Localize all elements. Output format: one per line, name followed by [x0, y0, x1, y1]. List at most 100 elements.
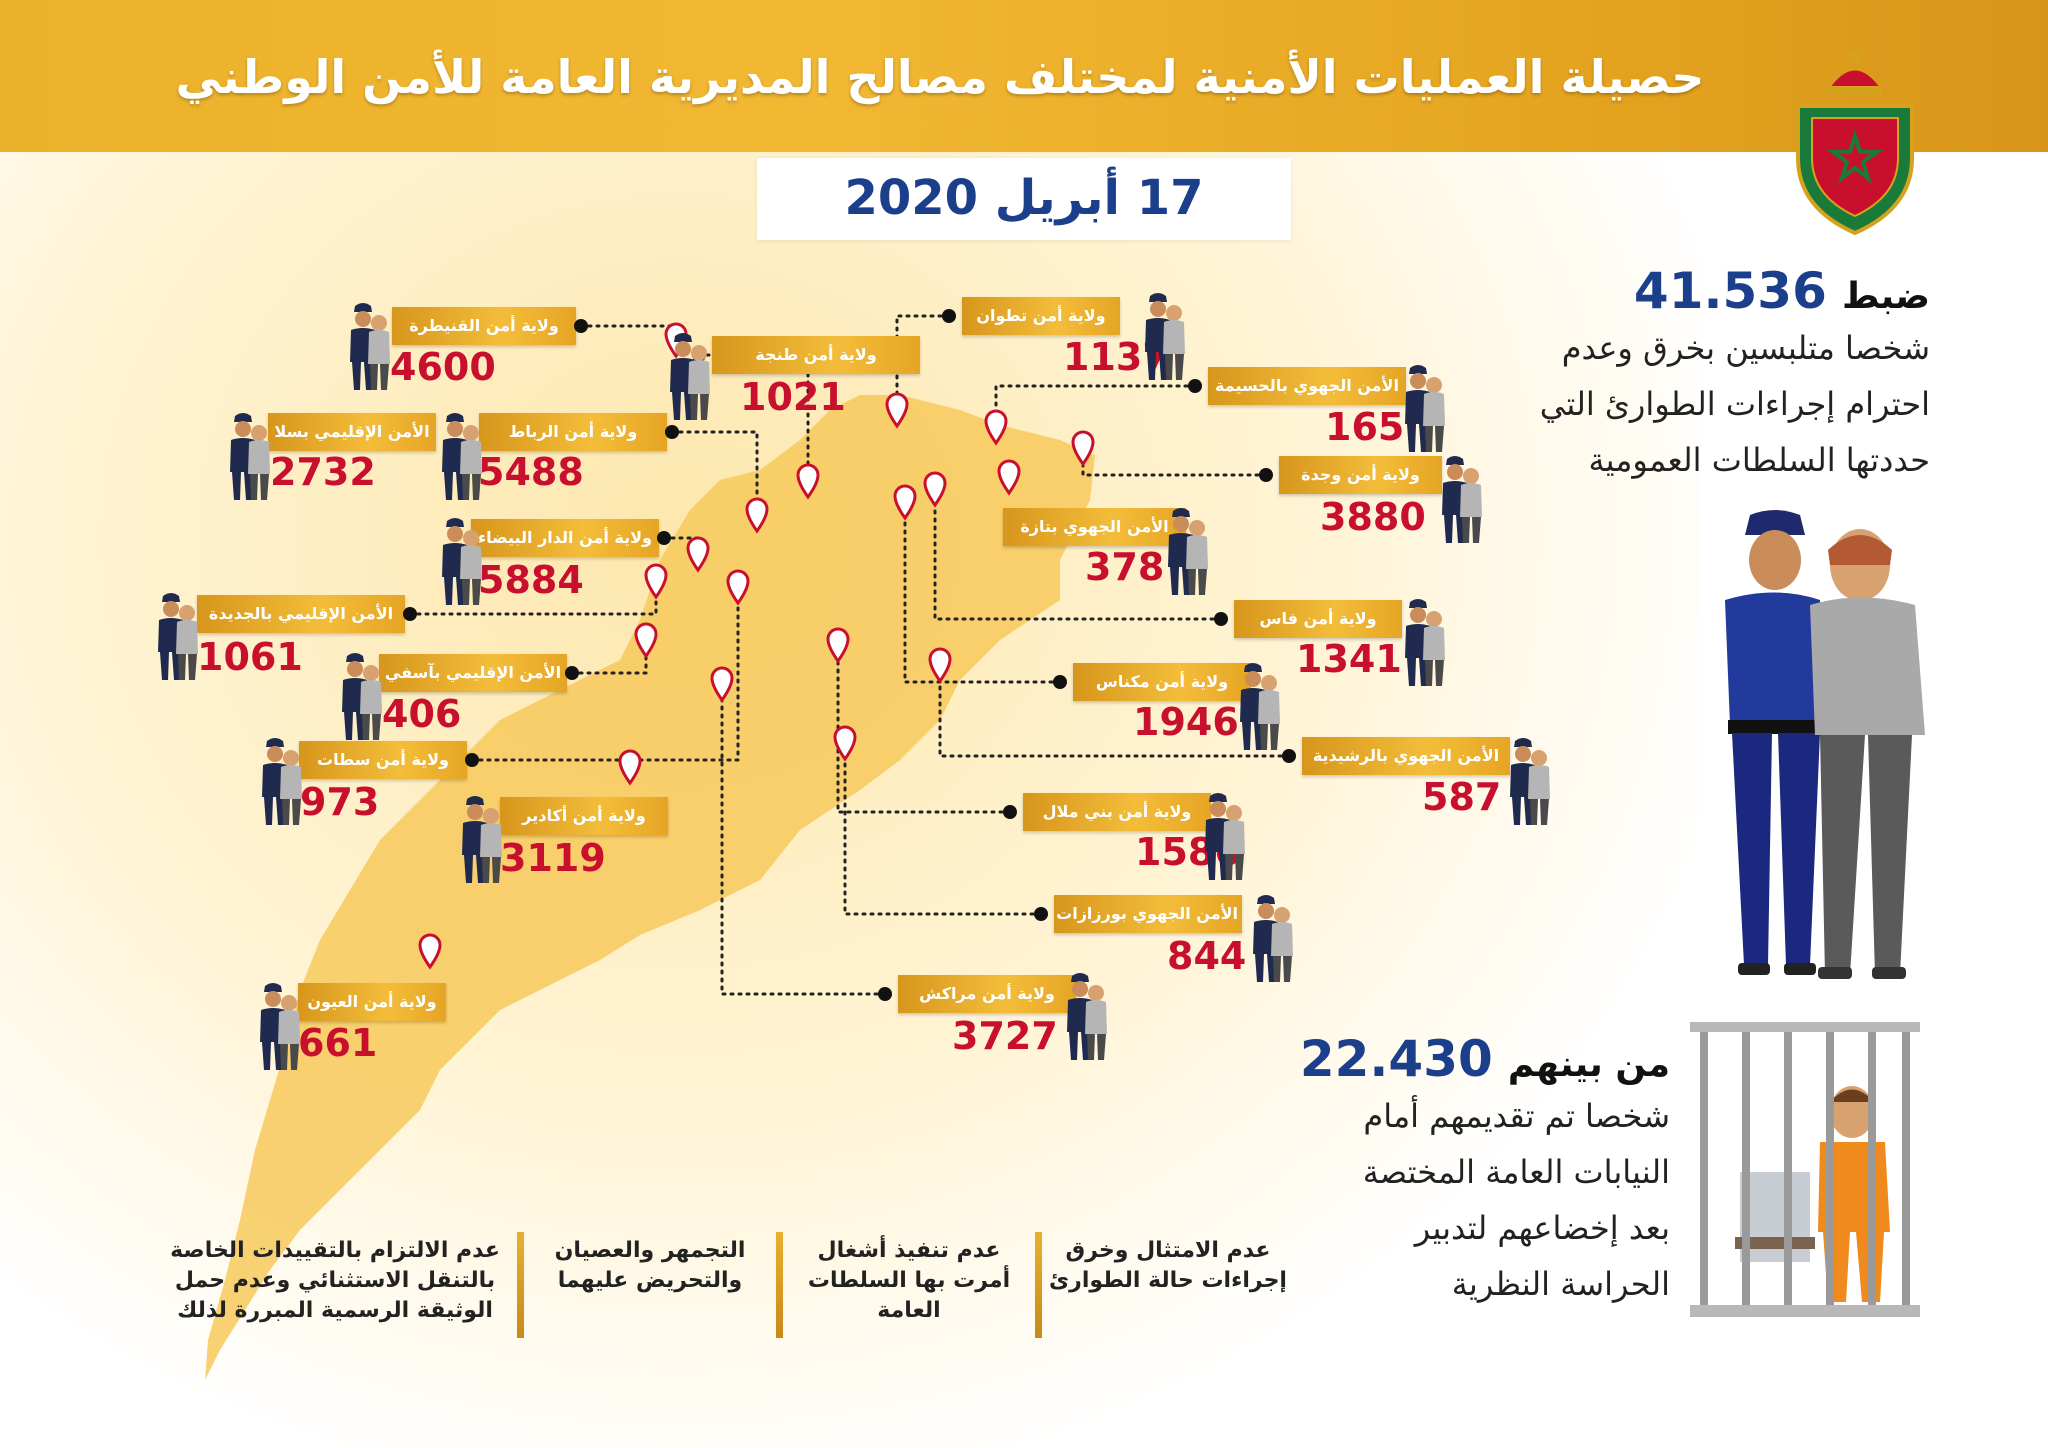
date-label: 17 أبريل 2020 [844, 170, 1204, 226]
map-pin-icon [418, 933, 442, 970]
connector-dot [1034, 907, 1048, 921]
referred-line: شخصا تم تقديمهم أمام [1363, 1097, 1670, 1135]
police-figure-icon [153, 590, 199, 682]
police-emblem-icon [1796, 52, 1914, 236]
connector-line [938, 665, 1291, 758]
region-label: ولاية أمن تطوان [962, 297, 1120, 335]
category-line: الوثيقة الرسمية المبررة لذلك [177, 1298, 493, 1323]
police-figure-icon [257, 735, 303, 827]
region-label: الأمن الجهوي بتازة [1003, 508, 1186, 546]
connector-line [933, 489, 1223, 621]
region-value: 587 [1422, 775, 1502, 819]
connector-dot [942, 309, 956, 323]
region-label: ولاية أمن الرباط [479, 413, 667, 451]
arrested-prefix: ضبط [1841, 276, 1930, 317]
connector-line [843, 743, 1043, 916]
map-pin-icon [618, 749, 642, 786]
region-value: 3119 [500, 836, 606, 880]
region-value: 378 [1085, 545, 1165, 589]
connector-dot [1003, 805, 1017, 819]
region-label: الأمن الجهوي بالحسيمة [1208, 367, 1406, 405]
connector-line [994, 384, 1197, 431]
region-label: الأمن الإقليمي بآسفي [379, 654, 567, 692]
region-value: 2732 [270, 450, 376, 494]
region-label: ولاية أمن القنيطرة [392, 307, 576, 345]
police-figure-icon [225, 410, 271, 502]
connector-dot [1188, 379, 1202, 393]
map-pin-icon [1071, 430, 1095, 467]
region-label: الأمن الجهوي بالرشيدية [1302, 737, 1510, 775]
police-figure-icon [1200, 790, 1246, 882]
connector-dot [878, 987, 892, 1001]
map-pin-icon [745, 497, 769, 534]
region-value: 165 [1325, 405, 1405, 449]
map-pin-icon [726, 569, 750, 606]
connector-dot [465, 753, 479, 767]
region-value: 661 [298, 1021, 378, 1065]
police-figure-icon [345, 300, 391, 392]
connector-dot [1282, 749, 1296, 763]
police-figure-icon [1400, 596, 1446, 688]
category-emergency-violation: عدم الامتثال وخرق إجراءات حالة الطوارئ [1048, 1236, 1288, 1296]
connector-dot [1259, 468, 1273, 482]
police-figure-icon [1163, 505, 1209, 597]
region-label: ولاية أمن فاس [1234, 600, 1402, 638]
category-line: عدم الامتثال وخرق [1065, 1238, 1271, 1263]
region-value: 973 [300, 780, 380, 824]
region-value: 1946 [1133, 700, 1239, 744]
map-pin-icon [885, 392, 909, 429]
category-bar [776, 1232, 783, 1338]
connector-line [1081, 448, 1268, 477]
region-label: ولاية أمن العيون [298, 983, 446, 1021]
arrested-line: احترام إجراءات الطوارئ التي [1539, 385, 1930, 423]
region-value: 406 [382, 692, 462, 736]
connector-dot [1214, 612, 1228, 626]
map-pin-icon [923, 471, 947, 508]
connector-dot [403, 607, 417, 621]
map-pin-icon [826, 627, 850, 664]
connector-line [579, 324, 678, 344]
police-figure-icon [1437, 453, 1483, 545]
connector-dot [665, 425, 679, 439]
category-line: عدم الالتزام بالتقييدات الخاصة [170, 1238, 500, 1263]
arrested-number: 41.536 [1633, 262, 1827, 320]
region-label: ولاية أمن طنجة [712, 336, 920, 374]
referred-prefix: من بينهم [1507, 1044, 1670, 1085]
arrested-line: شخصا متلبسين بخرق وعدم [1561, 329, 1930, 367]
police-figure-icon [1400, 362, 1446, 454]
category-line: إجراءات حالة الطوارئ [1049, 1268, 1287, 1293]
region-value: 1061 [197, 635, 303, 679]
region-value: 5488 [478, 450, 584, 494]
police-figure-icon [337, 650, 383, 742]
category-bar [1035, 1232, 1042, 1338]
referred-stat: من بينهم 22.430 شخصا تم تقديمهم أمام الن… [1280, 1030, 1670, 1312]
connector-dot [1053, 675, 1067, 689]
map-pin-icon [644, 563, 668, 600]
jail-cell-illustration [1690, 1022, 1920, 1317]
connector-line [895, 314, 951, 414]
category-line: التجمهر والعصيان [554, 1238, 746, 1263]
category-movement-restrictions: عدم الالتزام بالتقييدات الخاصة بالتنقل ا… [160, 1236, 510, 1326]
category-work-orders: عدم تنفيذ أشغال أمرت بها السلطات العامة [789, 1236, 1029, 1326]
map-pin-icon [634, 622, 658, 659]
category-bar [517, 1232, 524, 1338]
police-figure-icon [437, 515, 483, 607]
region-value: 4600 [390, 345, 496, 389]
police-figure-icon [1505, 735, 1551, 827]
map-pin-icon [710, 666, 734, 703]
police-figure-icon [457, 793, 503, 885]
map-pin-icon [893, 484, 917, 521]
police-figure-icon [1062, 970, 1108, 1062]
connector-dot [565, 666, 579, 680]
referred-line: النيابات العامة المختصة [1362, 1153, 1670, 1191]
region-label: الأمن الجهوي بورزازات [1054, 895, 1242, 933]
referred-number: 22.430 [1299, 1030, 1493, 1088]
category-line: العامة [877, 1298, 941, 1323]
category-line: أمرت بها السلطات [807, 1268, 1011, 1293]
map-pin-icon [984, 409, 1008, 446]
police-arrest-illustration [1725, 510, 1925, 979]
region-value: 844 [1167, 934, 1247, 978]
region-label: الأمن الإقليمي بسلا [268, 413, 436, 451]
map-pin-icon [796, 463, 820, 500]
map-pin-icon [833, 725, 857, 762]
